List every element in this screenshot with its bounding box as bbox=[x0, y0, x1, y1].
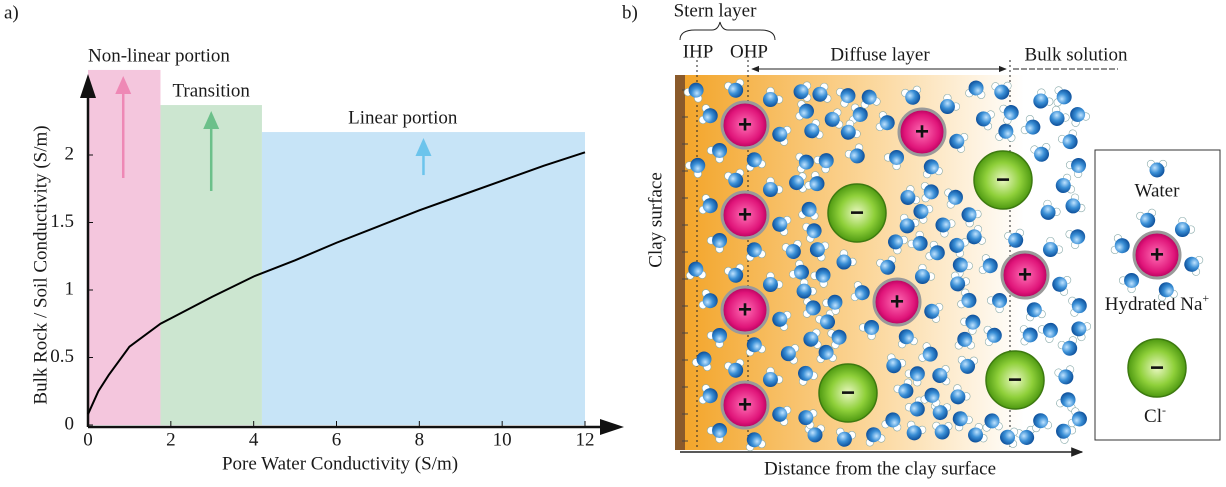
y-tick-label: 2 bbox=[65, 143, 75, 164]
x-axis-label: Pore Water Conductivity (S/m) bbox=[222, 453, 458, 474]
y-tick-label: 0 bbox=[65, 413, 75, 434]
panel-a: Non-linear portion Transition Linear porti… bbox=[30, 45, 624, 474]
water-molecule bbox=[1110, 234, 1132, 257]
oxygen bbox=[1121, 270, 1142, 291]
x-tick-label: 8 bbox=[415, 429, 425, 450]
oxygen bbox=[1172, 219, 1193, 240]
ihp-label: IHP bbox=[683, 41, 714, 62]
ion-sign: + bbox=[915, 118, 929, 145]
legend-sodium: Hydrated Na+ bbox=[1105, 291, 1210, 316]
water-molecule bbox=[1136, 208, 1159, 230]
bulk-label: Bulk solution bbox=[1025, 44, 1128, 65]
ion-sign: + bbox=[1150, 241, 1164, 268]
stern-brace bbox=[680, 22, 775, 40]
legend-text: Cl bbox=[1144, 406, 1162, 427]
region-label: Non-linear portion bbox=[88, 45, 230, 66]
region-label: Linear portion bbox=[348, 107, 458, 128]
surface-label: Clay surface bbox=[645, 172, 666, 267]
x-tick-label: 10 bbox=[493, 429, 512, 450]
x-tick-label: 12 bbox=[576, 429, 595, 450]
ion-sign: − bbox=[850, 199, 864, 226]
ion-sign: + bbox=[738, 296, 752, 323]
legend-text: Hydrated Na bbox=[1105, 294, 1203, 315]
x-tick-label: 6 bbox=[332, 429, 342, 450]
legend-sup: - bbox=[1162, 403, 1166, 417]
stern-label: Stern layer bbox=[674, 0, 758, 21]
diffuse-label: Diffuse layer bbox=[830, 44, 930, 65]
x-tick-label: 2 bbox=[166, 429, 176, 450]
ion-sign: − bbox=[841, 379, 855, 406]
legend-sup: + bbox=[1202, 291, 1209, 305]
legend-water: Water bbox=[1135, 180, 1181, 201]
ion-sign: − bbox=[1008, 366, 1022, 393]
legend-chloride: Cl- bbox=[1144, 403, 1166, 428]
figure: a) Non-linear portion Transition Linear po… bbox=[0, 0, 1226, 487]
distance-label: Distance from the clay surface bbox=[764, 458, 996, 479]
ion-sign: + bbox=[1018, 261, 1032, 288]
ion-sign: − bbox=[996, 166, 1010, 193]
ion-sign: + bbox=[890, 288, 904, 315]
ion-sign: + bbox=[738, 111, 752, 138]
clay-surface bbox=[675, 75, 685, 450]
region-label: Transition bbox=[172, 80, 250, 101]
oxygen bbox=[1150, 163, 1165, 178]
y-tick-label: 1 bbox=[65, 278, 75, 299]
water-molecule bbox=[1182, 253, 1204, 276]
x-axis-head bbox=[600, 419, 624, 435]
x-tick-label: 0 bbox=[83, 429, 93, 450]
region bbox=[262, 132, 585, 425]
water-molecule bbox=[1147, 160, 1167, 177]
panel-label: b) bbox=[622, 2, 638, 23]
x-tick-label: 4 bbox=[249, 429, 259, 450]
ohp-label: OHP bbox=[730, 41, 768, 62]
ion-sign: + bbox=[738, 201, 752, 228]
y-axis-label: Bulk Rock / Soil Conductivity (S/m) bbox=[30, 125, 51, 404]
panel-label: a) bbox=[4, 2, 19, 23]
ion-sign: − bbox=[1150, 354, 1164, 381]
y-tick-label: 0.5 bbox=[50, 346, 74, 367]
y-tick-label: 1.5 bbox=[50, 211, 74, 232]
ion-sign: + bbox=[738, 391, 752, 418]
page: a) Non-linear portion Transition Linear po… bbox=[0, 0, 1226, 487]
